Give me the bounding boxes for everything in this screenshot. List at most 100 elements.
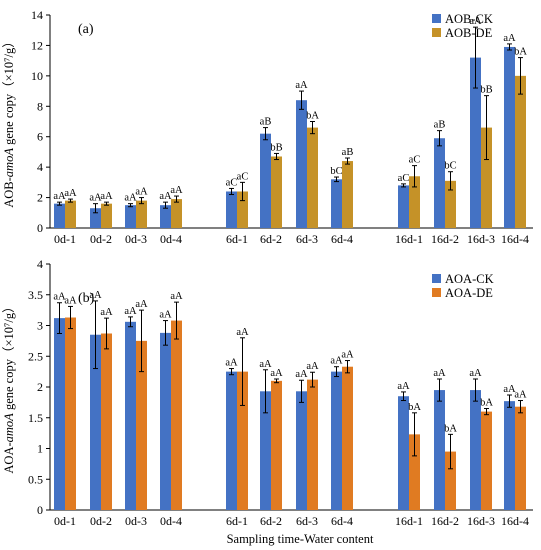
bar <box>101 333 112 510</box>
bar <box>101 203 112 228</box>
bar <box>260 391 271 510</box>
bar <box>434 390 445 510</box>
bar <box>470 57 481 228</box>
bar <box>515 75 526 228</box>
y-tick-label: 3.5 <box>28 288 43 302</box>
x-tick-label: 16d-4 <box>501 232 529 246</box>
significance-label: aB <box>260 117 272 128</box>
bar <box>171 199 182 228</box>
bar <box>65 317 76 510</box>
y-tick-label: 0 <box>37 221 43 235</box>
significance-label: bA <box>408 402 421 413</box>
x-tick-label: 0d-2 <box>90 514 112 528</box>
bar <box>504 46 515 229</box>
bar <box>470 390 481 510</box>
bar <box>136 340 147 510</box>
y-tick-label: 2 <box>37 191 43 205</box>
legend-label: AOB-DE <box>445 26 493 40</box>
bar <box>481 127 492 228</box>
x-tick-label: 0d-3 <box>125 232 147 246</box>
significance-label: aA <box>170 185 183 196</box>
y-axis-title: AOA-amoA gene copy（×10⁷/g） <box>2 300 16 473</box>
x-tick-label: 6d-2 <box>260 514 282 528</box>
x-tick-label: 16d-3 <box>467 232 495 246</box>
significance-label: bA <box>444 423 457 434</box>
y-tick-label: 10 <box>31 69 43 83</box>
bar <box>398 185 409 228</box>
bar <box>515 406 526 510</box>
x-tick-label: 6d-1 <box>226 232 248 246</box>
significance-label: bC <box>444 161 456 172</box>
significance-label: aA <box>135 299 148 310</box>
legend-swatch <box>432 28 441 37</box>
bar <box>481 411 492 510</box>
panel-label: (a) <box>78 22 94 37</box>
bar <box>409 176 420 228</box>
bar <box>331 371 342 510</box>
x-tick-label: 16d-2 <box>431 232 459 246</box>
x-tick-label: 6d-4 <box>331 514 353 528</box>
y-tick-label: 12 <box>31 38 43 52</box>
bar <box>65 200 76 228</box>
x-tick-label: 16d-2 <box>431 514 459 528</box>
bar <box>445 451 456 510</box>
panel-label: (b) <box>78 291 95 306</box>
significance-label: aA <box>433 368 446 379</box>
significance-label: aA <box>503 384 516 395</box>
bar <box>271 380 282 510</box>
legend-swatch <box>432 14 441 23</box>
bar <box>90 334 101 510</box>
x-tick-label: 16d-1 <box>395 514 423 528</box>
bar <box>342 161 353 228</box>
significance-label: bA <box>480 398 493 409</box>
significance-label: aA <box>295 369 308 380</box>
significance-label: bA <box>514 47 527 58</box>
bar <box>398 396 409 510</box>
bar <box>331 179 342 228</box>
x-tick-label: 6d-4 <box>331 232 353 246</box>
y-tick-label: 1 <box>37 442 43 456</box>
y-tick-label: 8 <box>37 99 43 113</box>
bar <box>226 371 237 510</box>
bar <box>409 434 420 510</box>
significance-label: aC <box>409 155 421 166</box>
x-tick-label: 0d-1 <box>54 232 76 246</box>
y-tick-label: 14 <box>31 8 43 22</box>
significance-label: aA <box>64 188 77 199</box>
legend-label: AOA-DE <box>445 286 493 300</box>
panel-a-aob: 0 2 4 6 8 10 12 14 AOB-amoA gene copy（×10⁷/g） (a)… <box>2 8 533 246</box>
panel-b-aoa: 0 0.5 1 1.5 2 2.5 3 3.5 4 AOA-amoA gene copy（×10⁷… <box>2 257 533 528</box>
y-tick-label: 4 <box>37 257 43 271</box>
y-tick-label: 2 <box>37 380 43 394</box>
bar <box>125 205 136 228</box>
significance-label: bB <box>270 142 282 153</box>
significance-label: aA <box>225 358 238 369</box>
significance-label: aA <box>89 290 102 301</box>
significance-label: aA <box>170 291 183 302</box>
significance-label: aC <box>237 171 249 182</box>
significance-label: aC <box>226 177 238 188</box>
legend-label: AOA-CK <box>445 272 494 286</box>
legend-label: AOB-CK <box>445 12 493 26</box>
y-axis-title-gene: amoA <box>2 148 16 178</box>
bar <box>136 200 147 228</box>
y-axis-title-gene: amoA <box>2 413 16 443</box>
x-tick-label: 16d-3 <box>467 514 495 528</box>
bar <box>307 379 318 510</box>
bar <box>434 138 445 228</box>
x-tick-label: 16d-4 <box>501 514 529 528</box>
significance-label: aA <box>306 361 319 372</box>
significance-label: aA <box>124 306 137 317</box>
significance-label: aB <box>434 120 446 131</box>
significance-label: aA <box>270 368 283 379</box>
significance-label: aA <box>330 356 343 367</box>
x-tick-label: 6d-2 <box>260 232 282 246</box>
x-axis-title: Sampling time-Water content <box>227 532 374 546</box>
bar <box>260 133 271 228</box>
significance-label: aA <box>295 80 308 91</box>
significance-label: bB <box>480 85 492 96</box>
y-axis-title: AOB-amoA gene copy（×10⁷/g） <box>2 35 16 208</box>
significance-label: aA <box>100 191 113 202</box>
significance-label: aB <box>342 147 354 158</box>
